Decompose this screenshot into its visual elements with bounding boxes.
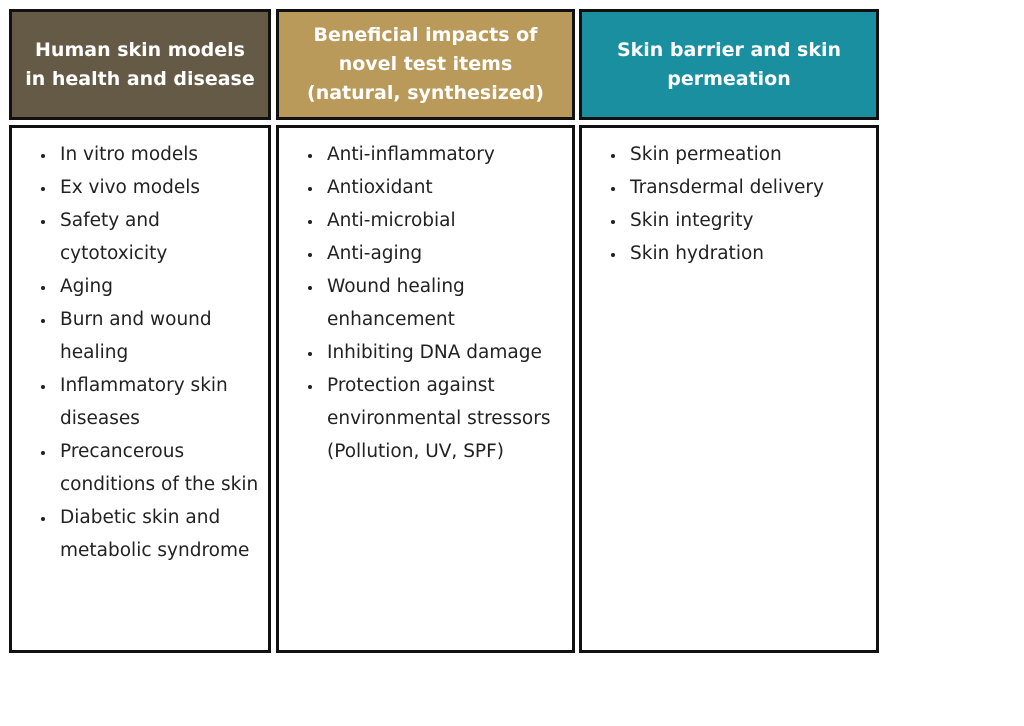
list-item: Burn and wound healing: [56, 303, 268, 369]
bullet-list: Skin permeationTransdermal deliverySkin …: [582, 138, 876, 270]
column-header: Beneficial impacts of novel test items (…: [276, 9, 575, 120]
list-item: Inhibiting DNA damage: [323, 336, 572, 369]
list-item: Inflammatory skin diseases: [56, 369, 268, 435]
list-item: In vitro models: [56, 138, 268, 171]
column-body: Skin permeationTransdermal deliverySkin …: [579, 125, 879, 653]
list-item: Antioxidant: [323, 171, 572, 204]
column-body: In vitro modelsEx vivo modelsSafety and …: [9, 125, 271, 653]
list-item: Protection against environmental stresso…: [323, 369, 572, 468]
list-item: Skin integrity: [626, 204, 876, 237]
bullet-list: Anti-inflammatoryAntioxidantAnti-microbi…: [279, 138, 572, 468]
bullet-list: In vitro modelsEx vivo modelsSafety and …: [12, 138, 268, 567]
list-item: Anti-microbial: [323, 204, 572, 237]
list-item: Wound healing enhancement: [323, 270, 572, 336]
list-item: Skin permeation: [626, 138, 876, 171]
list-item: Diabetic skin and metabolic syndrome: [56, 501, 268, 567]
list-item: Anti-inflammatory: [323, 138, 572, 171]
list-item: Ex vivo models: [56, 171, 268, 204]
list-item: Aging: [56, 270, 268, 303]
column-header: Human skin models in health and disease: [9, 9, 271, 120]
list-item: Anti-aging: [323, 237, 572, 270]
list-item: Precancerous conditions of the skin: [56, 435, 268, 501]
list-item: Transdermal delivery: [626, 171, 876, 204]
column-body: Anti-inflammatoryAntioxidantAnti-microbi…: [276, 125, 575, 653]
column-header: Skin barrier and skin permeation: [579, 9, 879, 120]
list-item: Safety and cytotoxicity: [56, 204, 268, 270]
list-item: Skin hydration: [626, 237, 876, 270]
